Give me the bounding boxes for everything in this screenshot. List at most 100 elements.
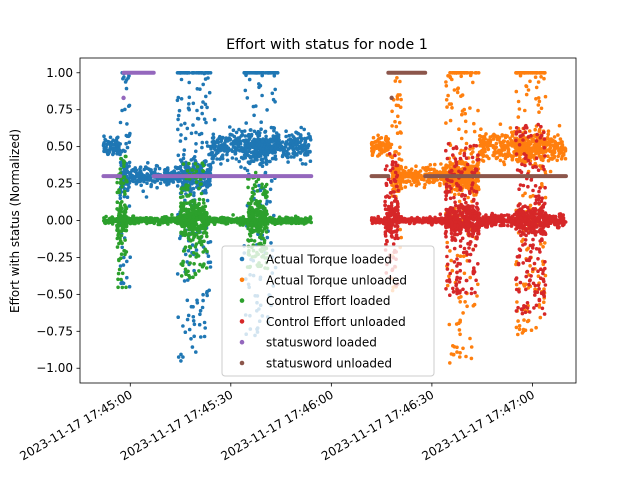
data-point	[193, 271, 197, 276]
data-point	[383, 217, 388, 222]
data-point	[125, 259, 129, 264]
data-point	[462, 179, 466, 183]
data-point	[203, 211, 208, 215]
data-point	[211, 139, 216, 144]
data-point	[249, 159, 253, 164]
data-point	[204, 159, 208, 164]
data-point	[258, 83, 263, 88]
data-point	[183, 121, 187, 126]
data-point	[209, 152, 213, 156]
data-point	[448, 249, 452, 253]
data-point	[385, 239, 389, 244]
data-point	[399, 165, 404, 170]
data-point	[246, 226, 250, 231]
data-point	[210, 136, 215, 140]
data-point	[438, 212, 443, 216]
data-point	[197, 322, 202, 327]
data-point	[264, 134, 268, 139]
data-point	[534, 85, 539, 90]
data-point	[396, 188, 401, 193]
data-point	[391, 242, 396, 246]
data-point	[486, 147, 491, 152]
data-point	[177, 108, 182, 113]
data-point	[119, 229, 124, 234]
data-point	[204, 120, 208, 125]
data-point	[249, 197, 253, 201]
data-point	[399, 235, 404, 240]
data-point	[153, 167, 158, 171]
data-point	[253, 170, 258, 175]
data-point	[198, 182, 203, 187]
data-point	[384, 181, 389, 186]
data-point	[231, 128, 236, 132]
data-point	[203, 227, 208, 231]
data-point	[471, 150, 475, 154]
data-point	[459, 136, 464, 141]
data-point	[191, 215, 196, 219]
data-point	[192, 191, 196, 195]
data-point	[494, 141, 499, 146]
data-point	[452, 345, 457, 349]
data-point	[487, 143, 492, 148]
data-point	[165, 179, 170, 184]
data-point	[271, 97, 276, 102]
data-point	[179, 359, 183, 363]
data-point	[383, 207, 388, 211]
data-point	[203, 102, 208, 107]
data-point	[377, 148, 382, 152]
data-point	[455, 90, 460, 95]
data-point	[253, 184, 258, 189]
data-point	[157, 166, 162, 171]
data-point	[502, 143, 507, 147]
data-point	[371, 150, 376, 155]
data-point	[394, 184, 399, 189]
data-point	[263, 129, 268, 134]
data-point	[390, 155, 395, 160]
data-point	[399, 131, 403, 135]
data-point	[272, 71, 277, 75]
data-point	[440, 216, 444, 221]
data-point	[265, 71, 270, 75]
data-point	[200, 208, 204, 212]
data-point	[120, 271, 125, 276]
data-point	[193, 161, 198, 166]
data-point	[518, 150, 522, 154]
data-point	[514, 157, 519, 162]
data-point	[171, 180, 176, 184]
data-point	[176, 355, 181, 359]
data-point	[497, 149, 501, 153]
data-point	[208, 265, 213, 269]
data-point	[557, 148, 561, 153]
data-point	[546, 129, 551, 133]
data-point	[206, 240, 211, 245]
data-point	[183, 245, 188, 249]
data-point	[187, 95, 192, 100]
data-point	[464, 129, 468, 134]
data-point	[233, 152, 237, 156]
data-point	[116, 225, 120, 230]
data-point	[420, 218, 425, 222]
data-point	[190, 345, 195, 349]
data-point	[200, 145, 204, 150]
data-point	[205, 71, 209, 75]
data-point	[463, 182, 468, 186]
data-point	[499, 143, 503, 147]
data-point	[409, 167, 414, 171]
data-point	[445, 105, 449, 109]
data-point	[448, 271, 453, 276]
data-point	[394, 103, 399, 108]
data-point	[430, 217, 435, 222]
data-point	[395, 76, 399, 80]
data-point	[401, 168, 406, 173]
data-point	[530, 71, 535, 75]
data-point	[199, 105, 204, 110]
data-point	[197, 240, 202, 244]
data-point	[516, 115, 521, 119]
data-point	[527, 139, 531, 144]
data-point	[403, 217, 408, 221]
data-point	[536, 80, 541, 84]
data-point	[250, 190, 255, 195]
data-point	[522, 71, 527, 75]
data-point	[239, 134, 244, 138]
data-point	[536, 103, 541, 107]
